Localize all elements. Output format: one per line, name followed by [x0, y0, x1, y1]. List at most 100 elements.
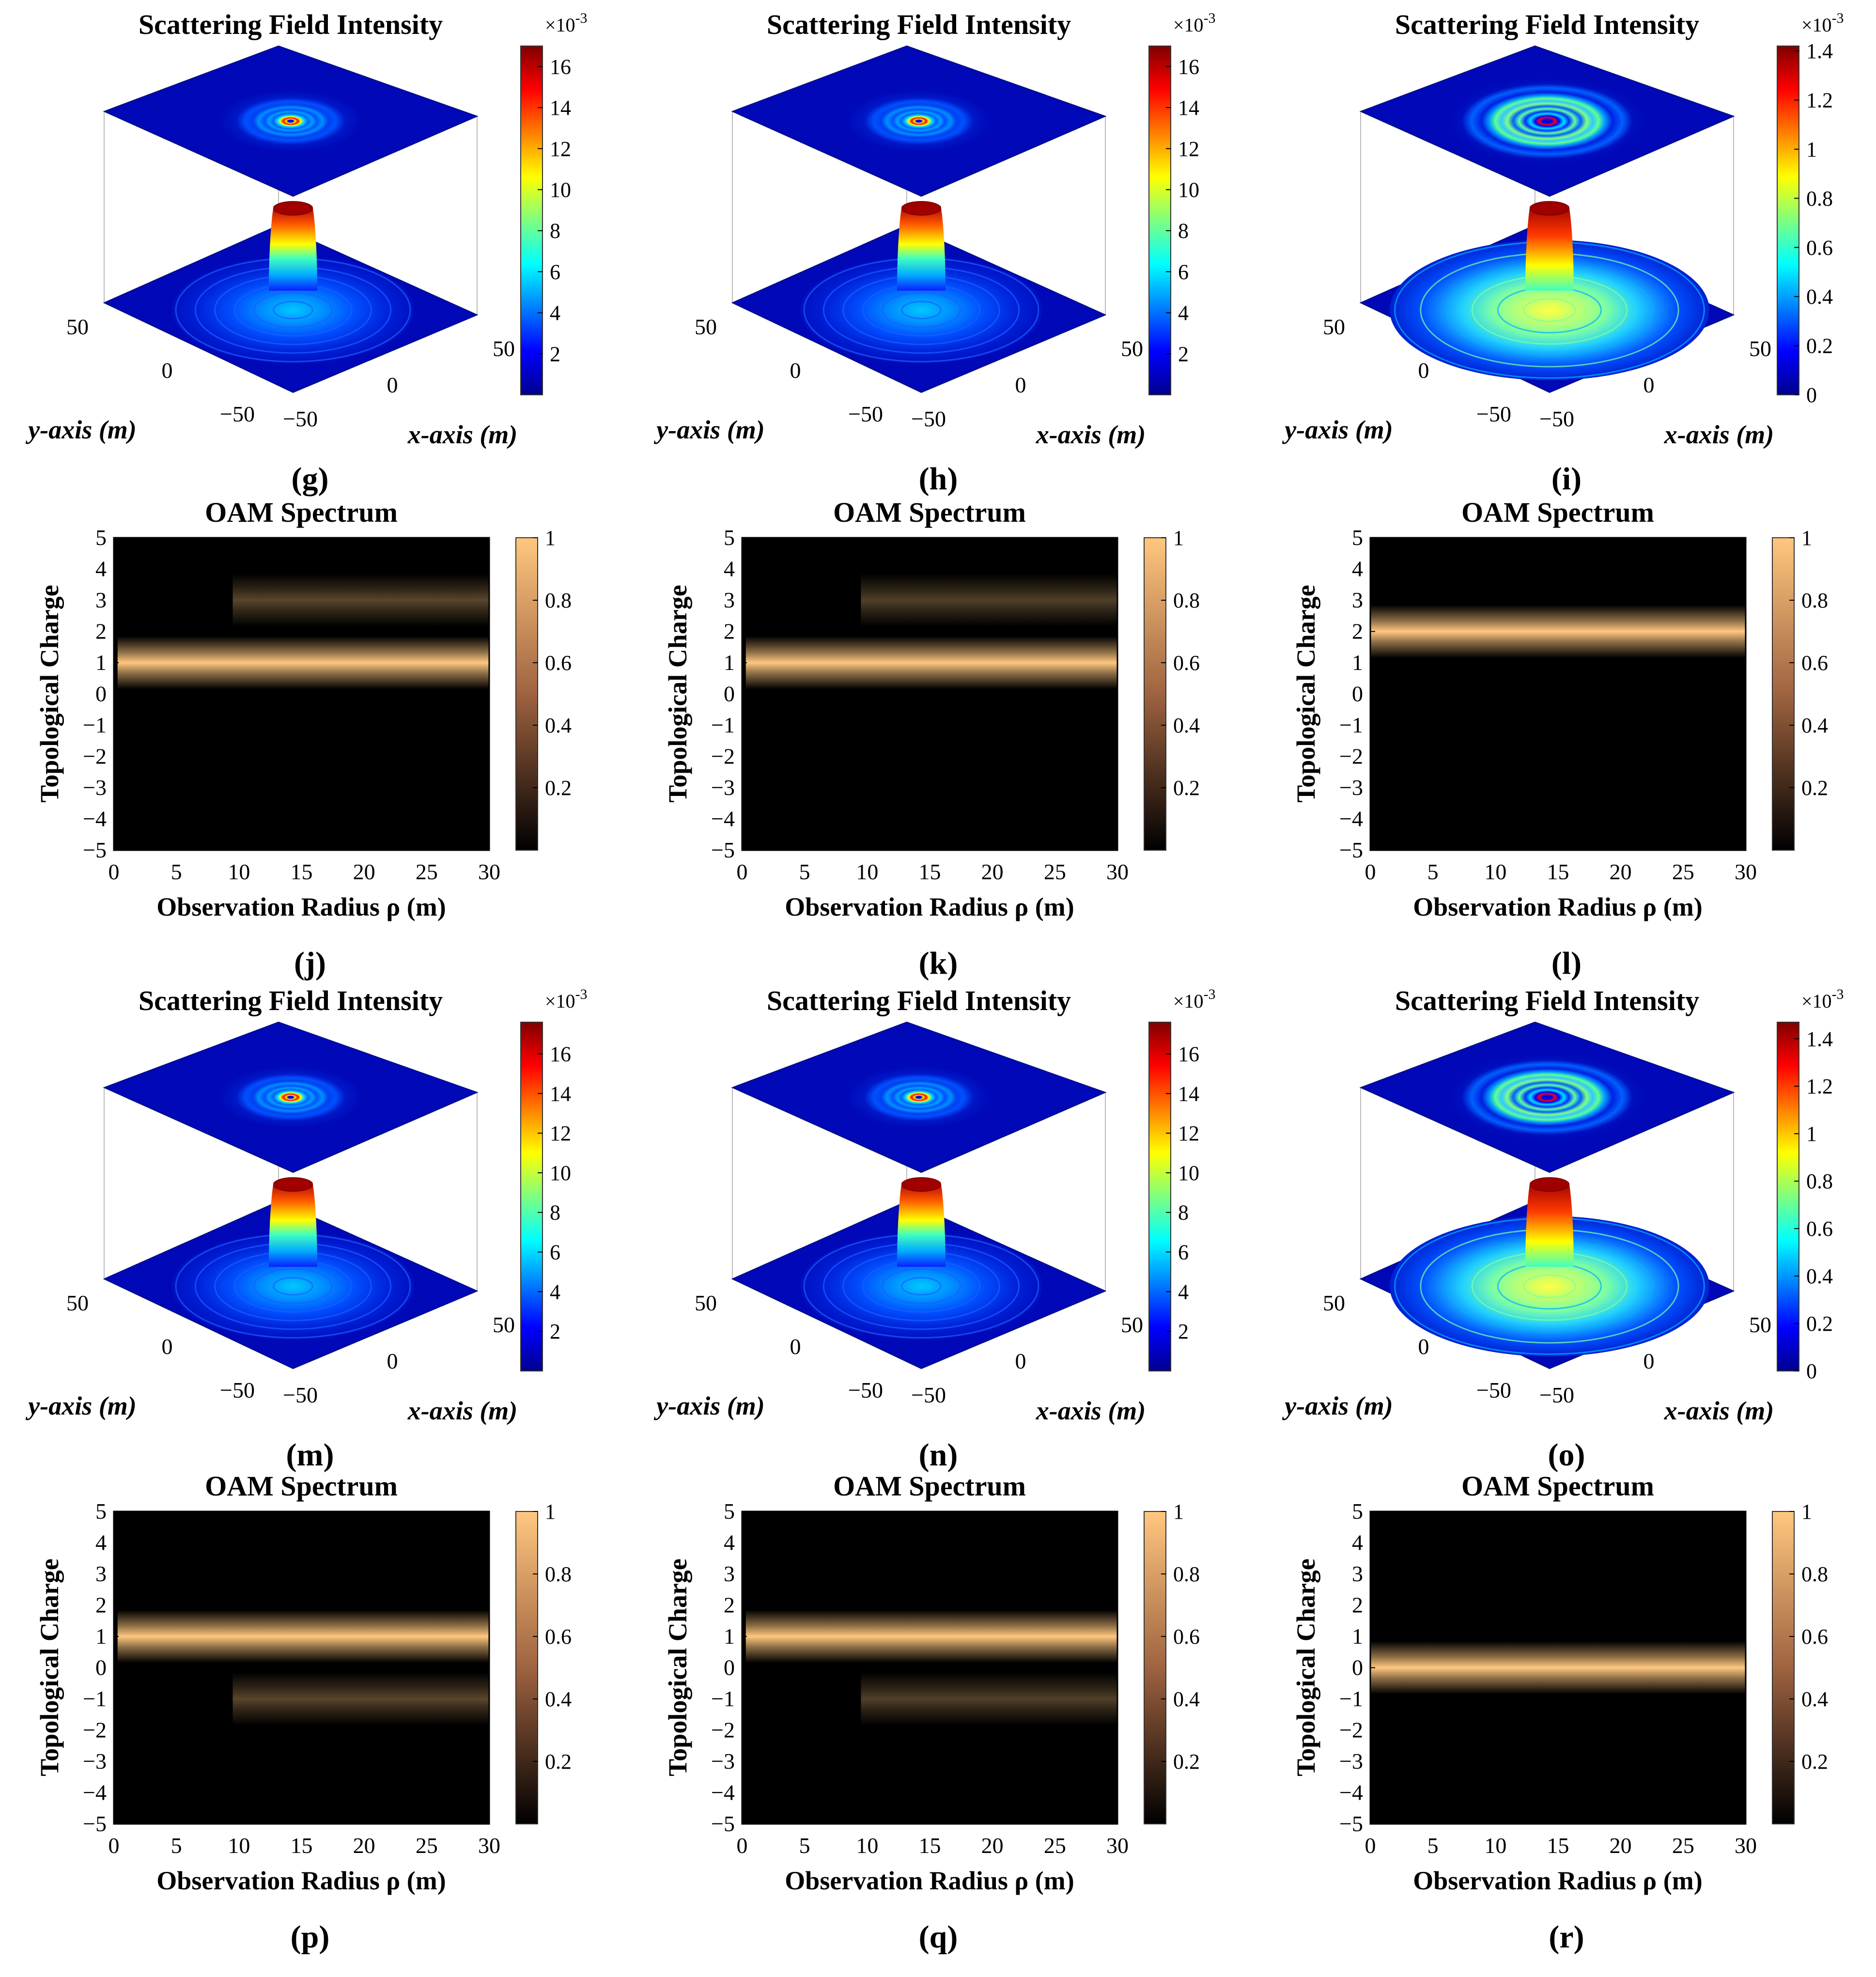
- colorbar-ticks: 2 4 6 8 10 12 14 16: [538, 55, 571, 366]
- y-tick-50: 50: [1323, 1291, 1345, 1315]
- x-tick-50: 50: [493, 336, 515, 361]
- heatmap-title: OAM Spectrum: [1461, 1470, 1654, 1502]
- surface-ring: [253, 1268, 333, 1304]
- surface-ring: [1523, 1274, 1576, 1298]
- peak-top: [1530, 1177, 1569, 1192]
- x-axis-label: Observation Radius ρ (m): [156, 1866, 446, 1895]
- y-tick-label: 1: [724, 1624, 735, 1649]
- x-axis-label: x-axis (m): [407, 420, 517, 449]
- colorbar-tick-label: 0.2: [1801, 1750, 1828, 1774]
- x-tick-label: 10: [1484, 1833, 1506, 1858]
- colorbar-tick-label: 14: [550, 1082, 571, 1105]
- x-tick-label: 15: [1547, 1833, 1569, 1858]
- y-tick-label: −1: [711, 1686, 735, 1711]
- colorbar-tick-label: 0.4: [1806, 285, 1833, 309]
- colorbar-tick-label: 8: [1178, 219, 1189, 243]
- projection-rings: [846, 90, 992, 153]
- colorbar-tick-label: 0.6: [1806, 236, 1833, 260]
- colorbar-tick-label: 4: [550, 1280, 560, 1304]
- surface-base: [800, 257, 1042, 363]
- y-tick-label: 3: [1352, 1561, 1363, 1586]
- y-tick-label: −4: [83, 807, 107, 831]
- x-tick-label: 15: [291, 859, 313, 884]
- colorbar-tick-label: 0.6: [1173, 651, 1200, 675]
- x-tick-label: 30: [1106, 1833, 1129, 1858]
- colorbar-tick-label: 0.4: [545, 714, 572, 737]
- colorbar: ×10-3 0 0.2 0.4 0.6 0.8 1 1.2 1.4: [1777, 10, 1844, 407]
- x-ticks: 0 5 10 15 20 25 30: [737, 1819, 1129, 1858]
- panel-label: (o): [1548, 1437, 1585, 1473]
- colorbar: 1 0.8 0.6 0.4 0.2: [1772, 526, 1828, 851]
- y-tick-label: 1: [1352, 650, 1363, 675]
- y-tick-label: −2: [1339, 1718, 1363, 1743]
- y-tick-minus50: −50: [220, 1378, 255, 1402]
- colorbar-ticks: 2 4 6 8 10 12 14 16: [1166, 55, 1199, 366]
- surface-plot: [103, 1021, 479, 1370]
- panel-label: (n): [919, 1437, 958, 1473]
- x-tick-label: 0: [109, 859, 120, 884]
- x-tick-0: 0: [1015, 1349, 1026, 1373]
- y-tick-label: 5: [95, 1499, 107, 1524]
- colorbar-exponent: ×10-3: [545, 10, 588, 36]
- colorbar-tick-label: 0.2: [1806, 334, 1833, 358]
- x-tick-label: 30: [478, 859, 500, 884]
- x-ticks: 0 5 10 15 20 25 30: [737, 845, 1129, 884]
- colorbar-exponent: ×10-3: [1801, 986, 1844, 1012]
- panel-o: Scattering Field Intensity y-axis (m) x-…: [1282, 985, 1844, 1473]
- y-axis-label: Topological Charge: [35, 1558, 64, 1776]
- oam-band: [861, 1672, 1117, 1726]
- y-tick-label: −5: [711, 1811, 735, 1836]
- colorbar-tick-label: 16: [1178, 1042, 1199, 1066]
- colorbar-tick-label: 1: [1801, 1500, 1812, 1524]
- y-tick-label: −5: [83, 838, 107, 862]
- colorbar-ticks: 1 0.8 0.6 0.4 0.2: [1789, 526, 1828, 800]
- y-tick-label: 2: [95, 1593, 107, 1618]
- y-tick-50: 50: [66, 1291, 89, 1315]
- panel-label: (h): [919, 461, 958, 497]
- surface-ring: [273, 1276, 313, 1296]
- surface-peak: [269, 206, 317, 291]
- heatmap-bands: [745, 574, 1117, 689]
- y-tick-minus50: −50: [848, 1378, 883, 1402]
- panel-label: (k): [919, 946, 958, 981]
- colorbar-tick-label: 10: [550, 178, 571, 202]
- x-tick-label: 15: [291, 1833, 313, 1858]
- y-tick-label: 0: [1352, 682, 1363, 706]
- colorbar-tick-label: 0.8: [1173, 1562, 1200, 1586]
- x-tick-label: 20: [353, 1833, 375, 1858]
- x-tick-label: 0: [737, 859, 748, 884]
- y-tick-label: 1: [724, 650, 735, 675]
- colorbar-tick-label: 0.4: [1806, 1264, 1833, 1288]
- x-tick-label: 30: [478, 1833, 500, 1858]
- y-tick-0: 0: [790, 1334, 801, 1359]
- colorbar-tick-label: 2: [550, 1320, 560, 1343]
- surface-base: [1390, 240, 1709, 380]
- y-tick-label: −4: [711, 1780, 735, 1805]
- x-tick-label: 30: [1106, 859, 1129, 884]
- y-tick-minus50: −50: [848, 402, 883, 426]
- colorbar-tick-label: 0.2: [1173, 1750, 1200, 1774]
- surface-title: Scattering Field Intensity: [1395, 985, 1699, 1016]
- colorbar-tick-label: 0.6: [545, 1625, 572, 1649]
- x-tick-label: 15: [1547, 859, 1569, 884]
- colorbar-tick-label: 0.8: [545, 589, 572, 612]
- colorbar-tick-label: 0.8: [1801, 589, 1828, 612]
- heatmap-bands: [1370, 1641, 1746, 1695]
- colorbar-tick-label: 6: [1178, 1241, 1189, 1264]
- y-tick-50: 50: [66, 314, 89, 339]
- colorbar-gradient: [1772, 1511, 1795, 1824]
- colorbar-tick-label: 8: [550, 219, 560, 243]
- x-tick-label: 0: [1365, 1833, 1376, 1858]
- y-axis-label: y-axis (m): [1282, 415, 1393, 444]
- colorbar-tick-label: 16: [1178, 55, 1199, 78]
- x-tick-label: 5: [171, 1833, 182, 1858]
- peak-top: [273, 201, 313, 216]
- heatmap-bands: [745, 1610, 1117, 1726]
- x-tick-label: 5: [799, 1833, 810, 1858]
- x-tick-label: 20: [353, 859, 375, 884]
- x-tick-label: 0: [109, 1833, 120, 1858]
- colorbar-ticks: 0 0.2 0.4 0.6 0.8 1 1.2 1.4: [1794, 39, 1833, 407]
